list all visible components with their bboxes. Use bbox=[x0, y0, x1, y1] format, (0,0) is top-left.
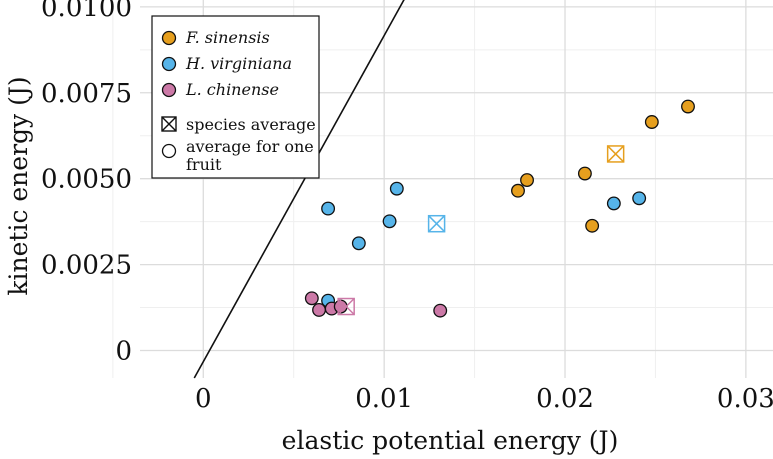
point-l-chinense bbox=[304, 291, 319, 306]
y-axis-title: kinetic energy (J) bbox=[4, 76, 33, 295]
grid bbox=[112, 0, 773, 378]
reference-line-group bbox=[193, 0, 405, 379]
average-cross bbox=[337, 297, 355, 316]
legend: F. sinensis H. virginiana L. chinense sp… bbox=[151, 15, 320, 179]
point-f-sinensis bbox=[681, 99, 695, 114]
legend-marker-h-virginiana bbox=[161, 56, 177, 72]
x-tick-label: 0.03 bbox=[717, 384, 773, 414]
average-cross bbox=[607, 145, 625, 163]
legend-label-f-sinensis: F. sinensis bbox=[185, 28, 270, 47]
species-averages bbox=[337, 145, 625, 316]
y-tick-label: 0.0100 bbox=[41, 0, 132, 23]
point-l-chinense bbox=[312, 303, 326, 317]
y-tick-label: 0 bbox=[115, 337, 132, 367]
y-tick-label: 0.0025 bbox=[41, 251, 132, 281]
x-tick-label: 0 bbox=[195, 384, 212, 414]
point-h-virginiana bbox=[351, 236, 366, 251]
point-f-sinensis bbox=[585, 218, 600, 233]
point-h-virginiana bbox=[606, 196, 621, 211]
average-marker-h-virginiana bbox=[427, 214, 446, 233]
legend-marker-single-fruit bbox=[161, 143, 177, 159]
x-tick-label: 0.02 bbox=[536, 384, 594, 414]
point-f-sinensis bbox=[511, 183, 525, 198]
average-box bbox=[606, 145, 625, 163]
point-f-sinensis bbox=[520, 173, 534, 188]
x-tick-labels: 0 0.01 0.02 0.03 bbox=[195, 384, 773, 414]
point-h-virginiana bbox=[632, 191, 647, 206]
x-tick-label: 0.01 bbox=[355, 384, 413, 414]
legend-box bbox=[151, 15, 320, 179]
legend-label-single-fruit-line2: fruit bbox=[186, 155, 222, 174]
point-f-sinensis bbox=[644, 115, 659, 129]
average-marker-l-chinense bbox=[337, 297, 355, 316]
legend-label-l-chinense: L. chinense bbox=[185, 80, 279, 99]
y-tick-labels: 0 0.0025 0.0050 0.0075 0.0100 bbox=[41, 0, 132, 367]
average-box bbox=[337, 297, 355, 316]
legend-label-single-fruit-line1: average for one bbox=[186, 137, 314, 156]
average-marker-f-sinensis bbox=[606, 145, 625, 163]
point-h-virginiana bbox=[382, 214, 397, 229]
legend-label-species-average: species average bbox=[186, 115, 316, 134]
legend-marker-l-chinense bbox=[161, 82, 177, 98]
legend-label-h-virginiana: H. virginiana bbox=[185, 54, 292, 73]
point-h-virginiana bbox=[389, 181, 404, 196]
average-box bbox=[427, 214, 446, 233]
point-f-sinensis bbox=[577, 166, 592, 181]
data-points bbox=[304, 99, 695, 318]
point-h-virginiana bbox=[321, 201, 336, 216]
legend-marker-f-sinensis bbox=[161, 30, 177, 46]
point-l-chinense bbox=[433, 303, 448, 318]
x-axis-title: elastic potential energy (J) bbox=[282, 426, 619, 455]
legend-marker-species-average bbox=[161, 116, 177, 132]
y-tick-label: 0.0050 bbox=[41, 165, 132, 195]
average-cross bbox=[428, 215, 446, 233]
reference-line bbox=[193, 0, 405, 379]
y-tick-label: 0.0075 bbox=[41, 79, 132, 109]
